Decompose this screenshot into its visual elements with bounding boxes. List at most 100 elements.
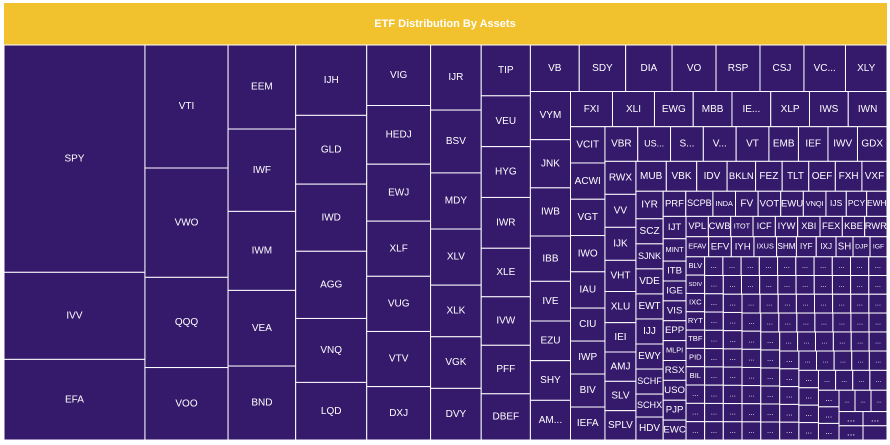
tile-label: RSX: [665, 365, 685, 376]
tile: [635, 343, 664, 370]
tile-label: AM...: [539, 415, 562, 426]
tile-label: ...: [847, 413, 855, 424]
tile-label: EWG: [662, 104, 686, 115]
tile-label: IDV: [704, 171, 721, 182]
tile: [366, 330, 432, 388]
tile-label: ...: [711, 261, 717, 270]
tile-label: ...: [805, 374, 812, 383]
tile: [529, 44, 580, 93]
tile: [570, 235, 606, 273]
tile-label: DBEF: [492, 412, 519, 423]
tile-label: ...: [840, 357, 846, 365]
tile: [3, 44, 146, 273]
tile-label: IEF: [805, 139, 821, 150]
tile-label: ...: [692, 426, 698, 435]
tile: [366, 220, 432, 277]
tile-label: ...: [729, 408, 735, 417]
tile-label: ...: [766, 299, 772, 308]
tile-label: IWF: [253, 165, 271, 176]
tile-label: BKLN: [729, 171, 754, 182]
tile: [366, 44, 432, 106]
tile-label: VBR: [611, 139, 632, 150]
tile-label: ...: [838, 280, 844, 289]
tile-label: BIV: [580, 385, 596, 396]
tile-label: RYT: [688, 316, 703, 325]
tile: [759, 44, 805, 93]
tile-label: ...: [875, 317, 881, 326]
tile-label: S...: [679, 139, 694, 150]
tile: [653, 91, 694, 128]
tile-label: ...: [729, 280, 735, 289]
tile: [827, 126, 858, 162]
tile: [692, 91, 733, 128]
tile-label: SPY: [64, 153, 84, 164]
tile-label: SCPB: [687, 198, 712, 208]
tile-label: XBI: [801, 221, 816, 231]
tile-label: ...: [748, 317, 754, 326]
tile-label: ...: [841, 377, 847, 384]
tile-label: VNQI: [806, 199, 824, 208]
tile: [480, 296, 531, 346]
tile-label: SH: [838, 241, 851, 252]
tile-label: BIL: [690, 371, 701, 380]
tile-label: ...: [767, 390, 773, 399]
tile-label: ...: [838, 261, 844, 270]
tile: [529, 235, 572, 282]
tile: [295, 44, 368, 116]
tile-label: VEA: [252, 323, 272, 334]
tile-label: ...: [875, 299, 881, 308]
tile-label: SLV: [611, 391, 629, 402]
tile-label: IXUS: [757, 242, 774, 251]
tile: [611, 91, 655, 128]
tile: [803, 44, 846, 93]
tile: [3, 358, 146, 441]
tile-label: EFAV: [688, 242, 706, 251]
tile-label: VIG: [390, 70, 407, 81]
tile-label: PJP: [666, 405, 684, 416]
tile-label: ...: [786, 426, 793, 435]
tile: [430, 336, 482, 389]
tile-label: MLPI: [666, 346, 683, 355]
tile-label: AMJ: [610, 361, 630, 372]
tile: [665, 160, 698, 192]
tile-label: ...: [748, 353, 754, 362]
tile-label: ...: [748, 335, 754, 344]
tile-label: IWB: [541, 207, 560, 218]
tile-label: OEF: [812, 171, 833, 182]
tile-label: IJT: [668, 222, 681, 233]
tile-label: ...: [802, 299, 808, 308]
tile-label: IVV: [66, 310, 82, 321]
tile-label: IAU: [579, 285, 596, 296]
tile: [570, 373, 606, 408]
tile-label: SJNK: [638, 251, 661, 261]
tile-label: SCHX: [637, 400, 662, 410]
tile-label: ...: [825, 426, 832, 436]
tile-label: ...: [839, 317, 845, 326]
tile-label: IEFA: [577, 418, 599, 429]
tile: [570, 406, 606, 441]
tile-label: TBF: [688, 334, 703, 343]
tile: [635, 243, 664, 270]
tile-label: VOO: [175, 398, 197, 409]
tile: [808, 160, 836, 192]
tile-label: ...: [820, 280, 826, 289]
tile-label: ...: [844, 398, 849, 405]
tile-label: RSP: [728, 63, 749, 74]
tile-label: V...: [713, 139, 727, 150]
tile-label: EFV: [711, 241, 730, 252]
tile: [735, 126, 770, 162]
tile-label: DVY: [446, 409, 467, 420]
tile-label: IYR: [641, 200, 658, 211]
tile-label: VTV: [389, 354, 409, 365]
tile-label: EMB: [773, 139, 795, 150]
tile: [295, 250, 368, 319]
tile-label: ...: [711, 371, 717, 380]
tile-label: IXJ: [820, 242, 832, 251]
tile: [847, 91, 888, 128]
tile-label: XLU: [611, 302, 630, 313]
tile-label: VEU: [496, 116, 517, 127]
tile-label: VOT: [760, 198, 780, 209]
tile-label: IWR: [496, 218, 515, 229]
tile: [3, 271, 146, 360]
